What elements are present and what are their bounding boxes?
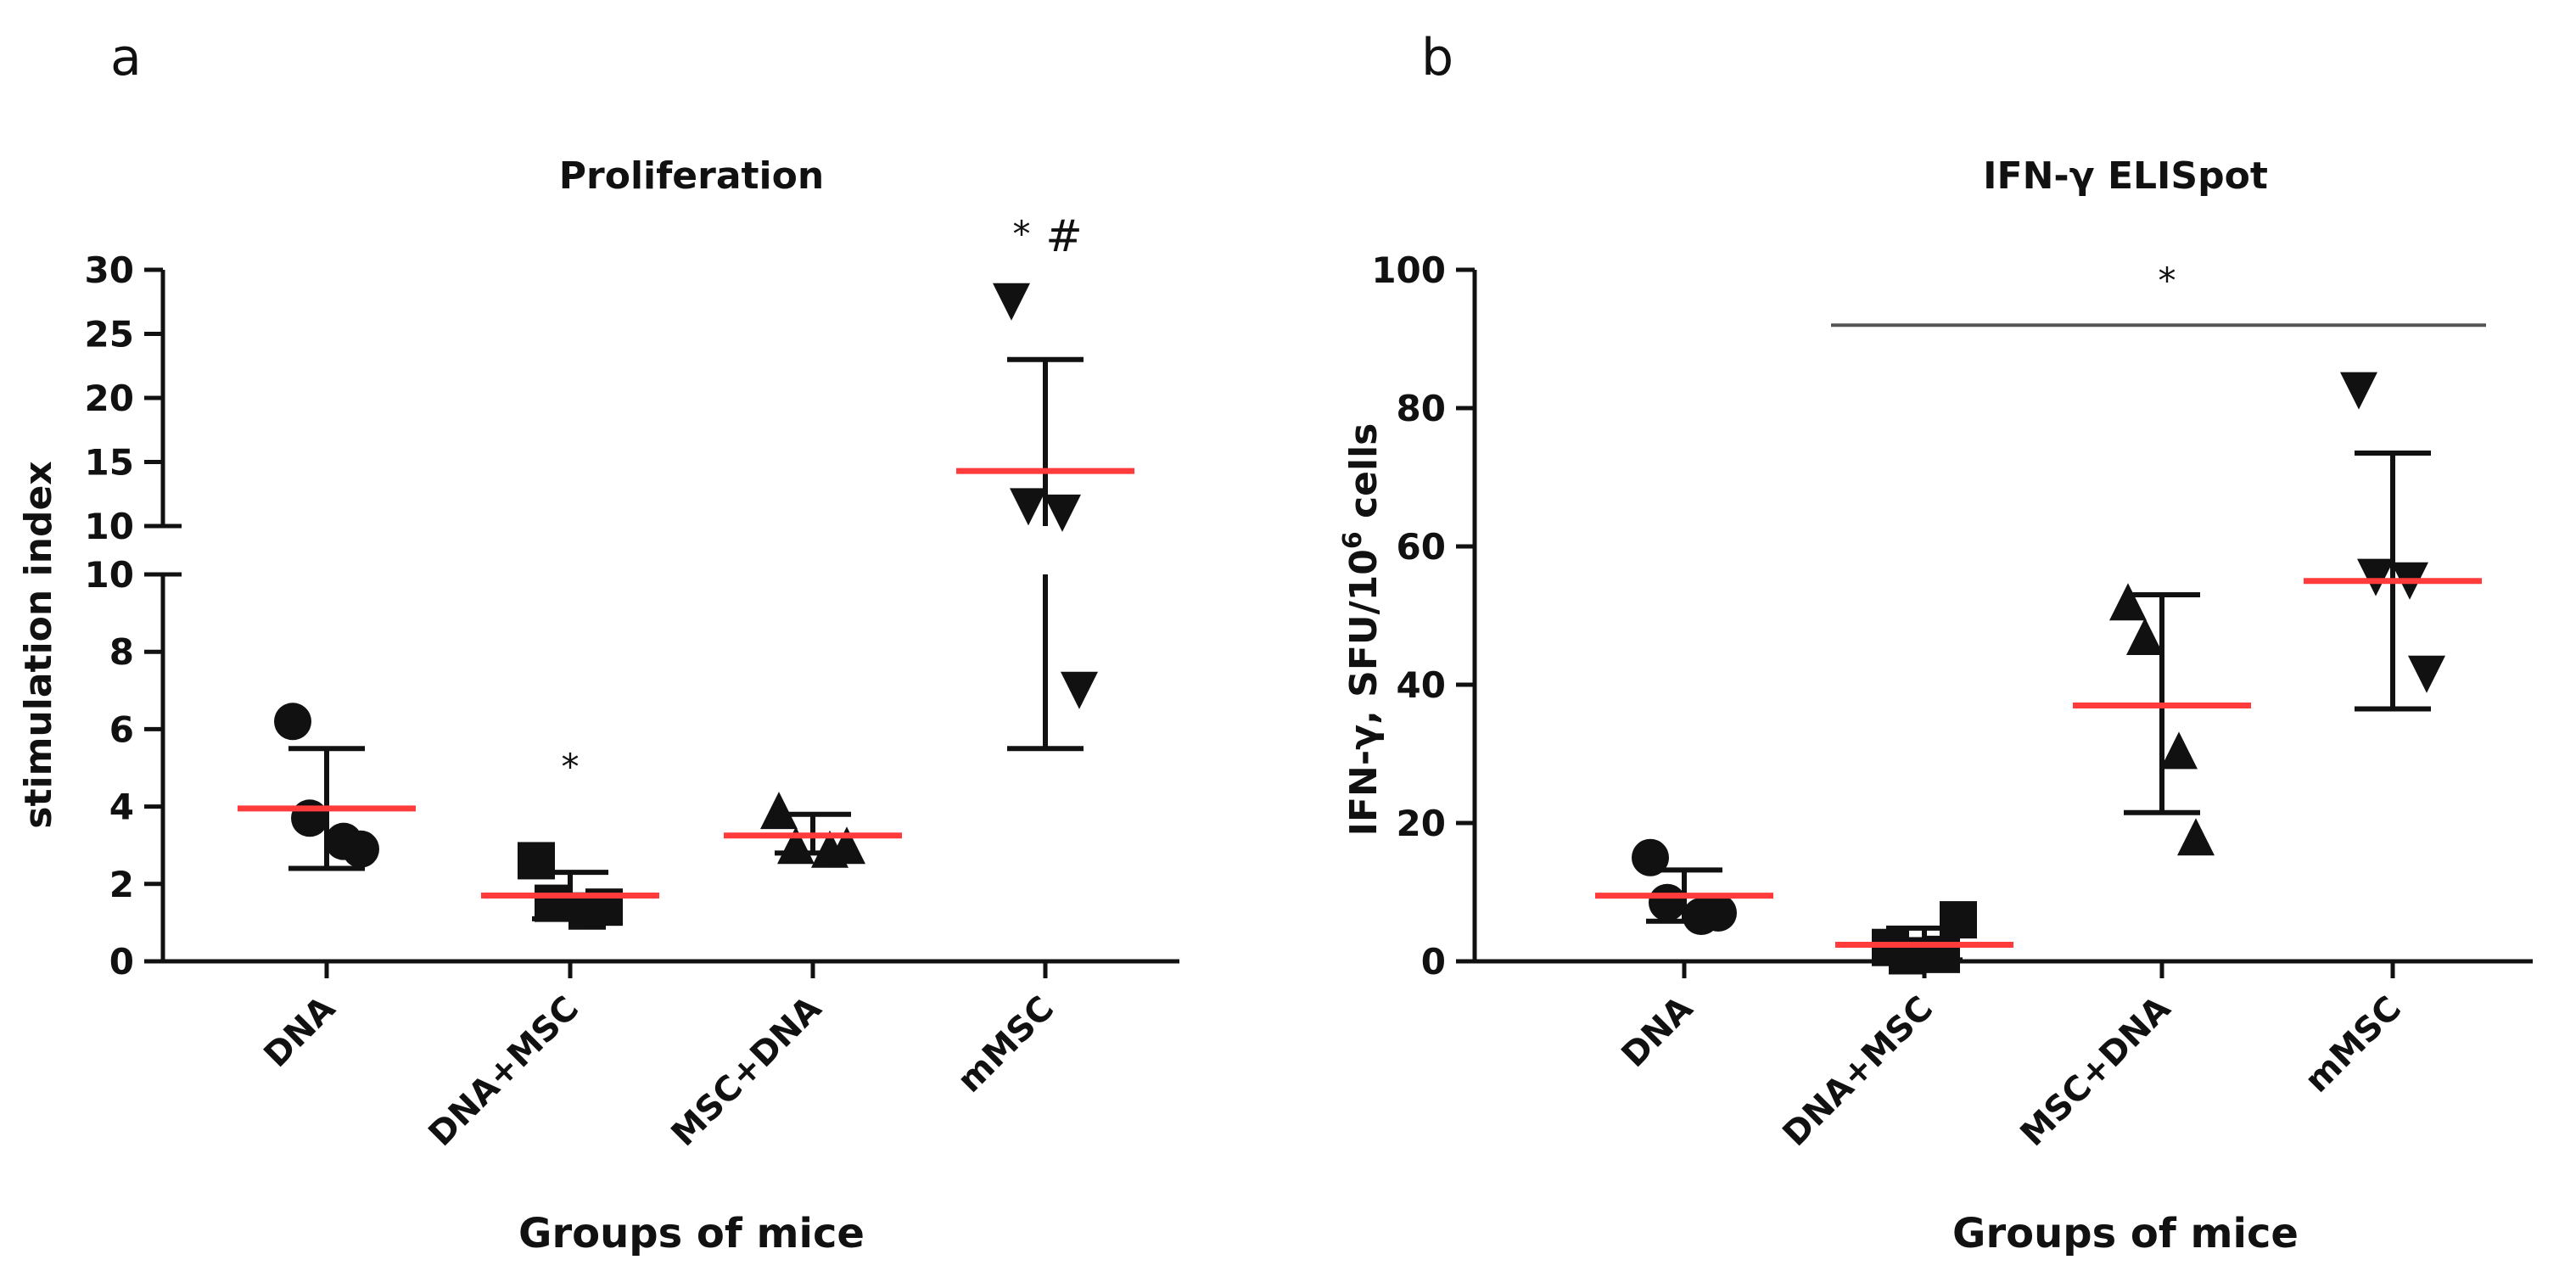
data-point [342, 830, 379, 868]
proliferation-y-tick-label: 6 [109, 708, 134, 750]
proliferation-y-tick-label: 0 [109, 941, 134, 983]
elispot-y-tick-label: 0 [1421, 941, 1446, 983]
elispot-x-tick-label: mMSC [2298, 989, 2409, 1100]
elispot-y-label-end: cells [1342, 423, 1386, 532]
data-point [2177, 818, 2215, 856]
elispot-x-label: Groups of mice [1952, 1210, 2299, 1257]
elispot-y-tick-label: 60 [1397, 526, 1446, 568]
proliferation-y-label: stimulation index [17, 461, 60, 828]
data-point [535, 884, 572, 922]
data-point [2408, 655, 2445, 693]
significance-star: * [2159, 260, 2176, 301]
proliferation-title: Proliferation [559, 154, 824, 198]
data-point [1044, 494, 1081, 532]
elispot-chart: IFN-γ ELISpot IFN-γ, SFU/106 cells Group… [1338, 154, 2533, 1257]
data-point [291, 799, 328, 837]
data-point [2340, 372, 2377, 410]
data-point [1632, 838, 1669, 876]
proliferation-chart: Proliferation stimulation index Groups o… [17, 154, 1179, 1257]
proliferation-y-tick-label: 8 [109, 631, 134, 673]
elispot-x-tick-label: MSC+DNA [2013, 989, 2179, 1155]
proliferation-y-tick-label: 4 [109, 787, 134, 828]
data-point [828, 826, 865, 865]
data-point [1649, 883, 1686, 921]
proliferation-x-tick-label: DNA+MSC [422, 989, 587, 1155]
elispot-y-tick-label: 20 [1397, 803, 1446, 844]
panel-a-letter: a [110, 28, 142, 87]
proliferation-y-tick-label: 20 [85, 378, 134, 419]
proliferation-y-tick-label: 30 [85, 249, 134, 291]
data-point [518, 842, 555, 880]
data-point [1700, 893, 1737, 932]
proliferation-y-tick-label: 15 [85, 442, 134, 484]
proliferation-y-tick-label: 2 [109, 864, 134, 905]
data-point [2160, 731, 2198, 770]
proliferation-y-tick-label: 25 [85, 314, 134, 356]
significance-star: * [562, 746, 580, 787]
data-point [1010, 488, 1047, 526]
elispot-y-label-sup: 6 [1338, 531, 1368, 549]
data-point [2126, 617, 2164, 655]
proliferation-x-tick-label: MSC+DNA [664, 989, 830, 1155]
data-point [1061, 671, 1098, 709]
proliferation-y-tick-label: 10 [85, 506, 134, 547]
elispot-y-tick-label: 100 [1371, 249, 1446, 291]
significance-star: * [1013, 213, 1031, 255]
elispot-y-tick-label: 40 [1397, 664, 1446, 706]
data-point [993, 283, 1030, 321]
significance-hash: # [1045, 211, 1083, 262]
data-point [777, 826, 815, 865]
data-point [1940, 901, 1977, 939]
elispot-x-tick-label: DNA [1615, 989, 1701, 1076]
elispot-x-tick-label: DNA+MSC [1776, 989, 1941, 1155]
elispot-y-label-main: IFN-γ, SFU/10 [1342, 549, 1386, 836]
proliferation-y-tick-label: 10 [85, 554, 134, 596]
proliferation-x-label: Groups of mice [518, 1210, 865, 1257]
elispot-y-label: IFN-γ, SFU/106 cells [1338, 423, 1386, 837]
elispot-title: IFN-γ ELISpot [1983, 154, 2268, 198]
panel-b-letter: b [1421, 28, 1453, 87]
proliferation-x-tick-label: DNA [257, 989, 344, 1076]
data-point [1923, 935, 1960, 973]
data-point [274, 703, 311, 741]
data-point [760, 792, 798, 830]
proliferation-x-tick-label: mMSC [950, 989, 1061, 1100]
elispot-y-tick-label: 80 [1397, 388, 1446, 429]
data-point [2109, 583, 2147, 621]
data-point [2357, 558, 2394, 596]
